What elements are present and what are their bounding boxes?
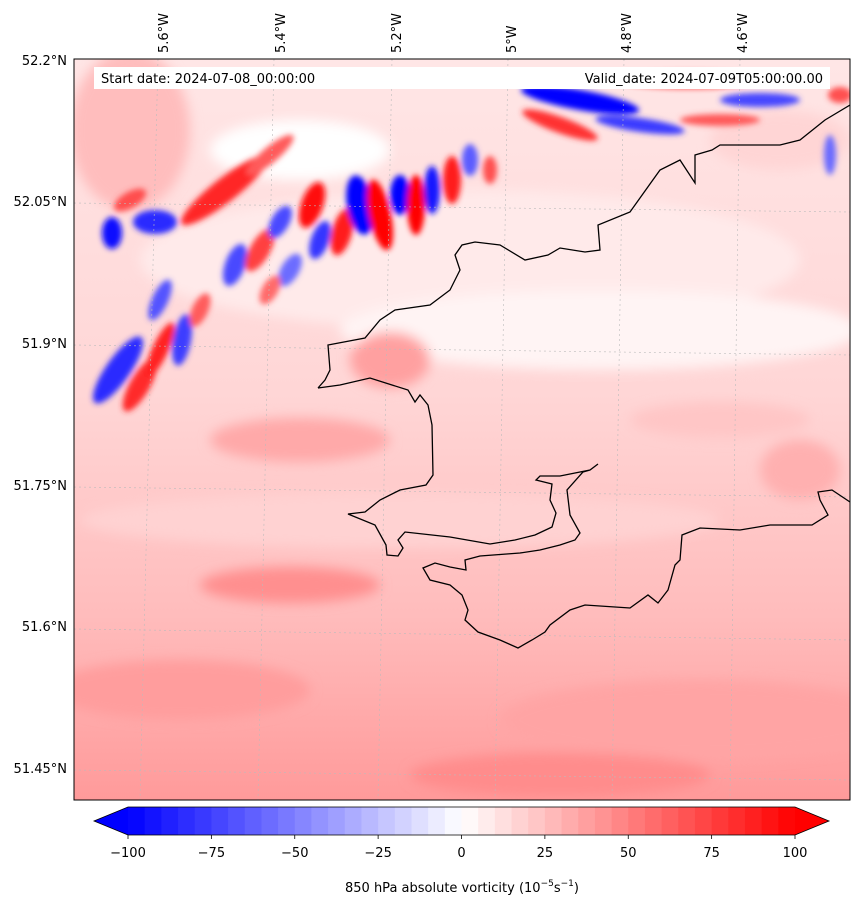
colorbar-cell [728,807,746,835]
colorbar-tick-label: 0 [457,846,465,861]
colorbar-cell [511,807,529,835]
colorbar-cell [578,807,596,835]
colorbar-cell [494,807,513,835]
lat-tick-label: 52.2°N [22,54,67,69]
colorbar-cell [461,807,479,835]
longitude-labels: 5.6°W 5.4°W 5.2°W 5°W 4.8°W 4.6°W [157,13,751,53]
lon-tick-label: 4.6°W [736,13,751,53]
colorbar-ticks: −100 −75 −50 −25 0 25 50 75 100 [110,835,807,861]
lon-tick-label: 5.6°W [157,13,172,53]
colorbar-tick-label: 100 [783,846,808,861]
colorbar-cell [428,807,446,835]
lat-tick-label: 51.6°N [22,620,67,635]
colorbar-cell [294,807,313,835]
colorbar-extend-max [795,807,829,835]
colorbar-tick-label: −25 [364,846,391,861]
colorbar-cell [778,807,796,835]
valid-date-label: Valid_date: 2024-07-09T05:00:00.00 [585,72,823,87]
colorbar-tick-label: 50 [620,846,637,861]
colorbar-cell [144,807,162,835]
start-date-label: Start date: 2024-07-08_00:00:00 [101,72,315,87]
lon-tick-label: 5°W [505,25,520,53]
colorbar-cell [244,807,263,835]
colorbar-cell [444,807,463,835]
colorbar-cell [161,807,179,835]
map-gridlines [74,59,850,800]
colorbar-tick-label: −75 [198,846,225,861]
colorbar-cell [594,807,613,835]
colorbar-cell [211,807,229,835]
colorbar-cell [678,807,696,835]
colorbar-cell [478,807,496,835]
colorbar-cell [611,807,629,835]
lat-tick-label: 51.75°N [14,479,67,494]
colorbar-cell [711,807,729,835]
colorbar-cell [661,807,679,835]
colorbar-cell [528,807,546,835]
colorbar-cell [328,807,346,835]
date-banner [94,67,830,89]
colorbar-cell [394,807,413,835]
colorbar-tick-label: −100 [110,846,146,861]
lat-tick-label: 52.05°N [14,195,67,210]
lon-tick-label: 4.8°W [620,13,635,53]
colorbar-cell [561,807,579,835]
colorbar-cell [744,807,763,835]
colorbar-cell [311,807,329,835]
lat-tick-label: 51.45°N [14,762,67,777]
colorbar-cell [344,807,363,835]
lon-tick-label: 5.4°W [274,13,289,53]
colorbar-tick-label: 25 [537,846,554,861]
colorbar-cell [378,807,396,835]
colorbar-cell [644,807,663,835]
coastline [317,104,850,649]
lat-tick-label: 51.9°N [22,337,67,352]
colorbar-cell [194,807,212,835]
colorbar-cell [628,807,646,835]
colorbar-cell [178,807,196,835]
colorbar-cell [261,807,279,835]
colorbar-cells [128,807,796,835]
map-frame [73,58,851,801]
colorbar-cell [544,807,563,835]
colorbar-cell [278,807,296,835]
colorbar-tick-label: 75 [703,846,720,861]
colorbar-cell [761,807,779,835]
colorbar-cell [128,807,146,835]
colorbar-cell [228,807,246,835]
colorbar-cell [411,807,429,835]
colorbar: −100 −75 −50 −25 0 25 50 75 100 850 hPa absolute… [92,806,831,896]
colorbar-label: 850 hPa absolute vorticity (10−5s−1) [345,879,579,896]
colorbar-cell [694,807,713,835]
colorbar-cell [361,807,379,835]
colorbar-tick-label: −50 [281,846,308,861]
lon-tick-label: 5.2°W [390,13,405,53]
colorbar-extend-min [94,807,128,835]
vorticity-field: Start date: 2024-07-08_00:00:00 Valid_da… [74,59,850,800]
latitude-labels: 52.2°N 52.05°N 51.9°N 51.75°N 51.6°N 51.… [14,54,67,777]
